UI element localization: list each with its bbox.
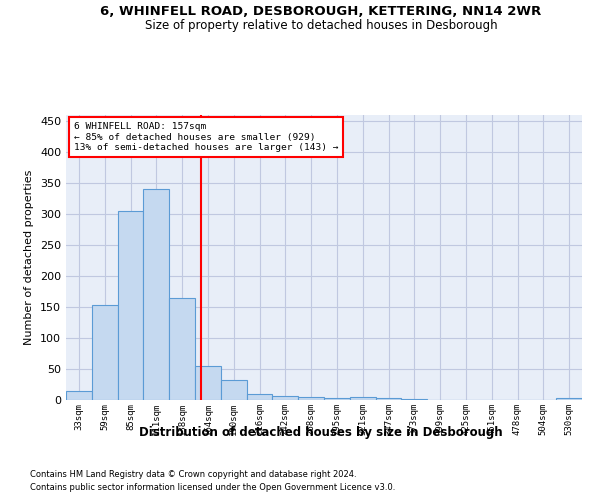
Bar — [92, 305, 118, 400]
Bar — [221, 380, 247, 400]
Text: Distribution of detached houses by size in Desborough: Distribution of detached houses by size … — [139, 426, 503, 439]
Text: Size of property relative to detached houses in Desborough: Size of property relative to detached ho… — [145, 19, 497, 32]
Bar — [350, 397, 376, 400]
Bar — [556, 398, 582, 400]
Text: 6, WHINFELL ROAD, DESBOROUGH, KETTERING, NN14 2WR: 6, WHINFELL ROAD, DESBOROUGH, KETTERING,… — [100, 5, 542, 18]
Text: Contains public sector information licensed under the Open Government Licence v3: Contains public sector information licen… — [30, 482, 395, 492]
Bar — [401, 399, 427, 400]
Bar — [376, 398, 401, 400]
Bar — [298, 397, 324, 400]
Text: 6 WHINFELL ROAD: 157sqm
← 85% of detached houses are smaller (929)
13% of semi-d: 6 WHINFELL ROAD: 157sqm ← 85% of detache… — [74, 122, 338, 152]
Text: Contains HM Land Registry data © Crown copyright and database right 2024.: Contains HM Land Registry data © Crown c… — [30, 470, 356, 479]
Y-axis label: Number of detached properties: Number of detached properties — [25, 170, 34, 345]
Bar — [195, 366, 221, 400]
Bar — [118, 211, 143, 400]
Bar — [247, 394, 272, 400]
Bar — [324, 398, 350, 400]
Bar — [143, 190, 169, 400]
Bar — [169, 298, 195, 400]
Bar — [272, 396, 298, 400]
Bar — [66, 390, 92, 400]
